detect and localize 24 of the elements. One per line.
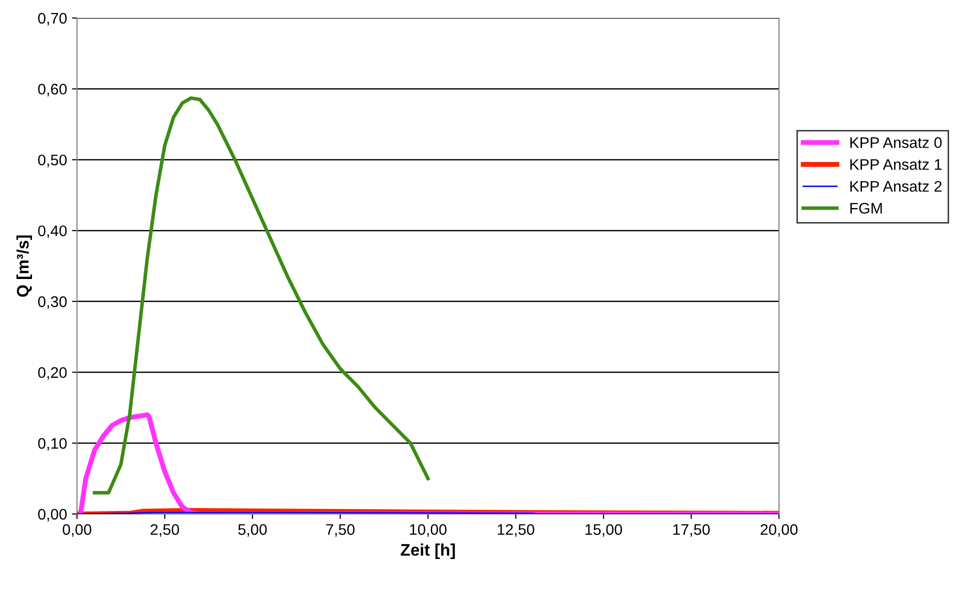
- y-tick-label: 0,00: [38, 508, 67, 522]
- y-tick-label: 0,70: [38, 12, 67, 26]
- y-axis-title: Q [m³/s]: [16, 235, 32, 297]
- x-tick-label: 12,50: [498, 524, 534, 537]
- x-tick-label: 10,00: [410, 524, 447, 537]
- x-tick-label: 17,50: [673, 524, 710, 537]
- x-tick-label: 2,50: [150, 524, 180, 537]
- y-tick-label: 0,30: [38, 296, 67, 309]
- x-tick-label: 7,50: [326, 524, 355, 537]
- y-tick-label: 0,50: [38, 154, 67, 168]
- x-tick-label: 15,00: [586, 524, 622, 537]
- line-series: [92, 96, 430, 494]
- y-tick-label: 0,10: [38, 438, 67, 451]
- y-tick-label: 0,20: [38, 367, 67, 380]
- legend-label: FGM: [850, 202, 882, 214]
- y-tick-label: 0,60: [38, 84, 67, 96]
- legend-label: KPP Ansatz 0: [850, 137, 942, 148]
- x-tick-label: 20,00: [760, 524, 798, 537]
- legend-label: KPP Ansatz 1: [850, 159, 942, 170]
- x-axis-title: Zeit [h]: [400, 544, 455, 560]
- x-tick-label: 5,00: [238, 524, 267, 537]
- y-tick-label: 0,40: [38, 225, 67, 238]
- x-tick-label: 0,00: [62, 524, 92, 537]
- legend-label: KPP Ansatz 2: [850, 180, 942, 192]
